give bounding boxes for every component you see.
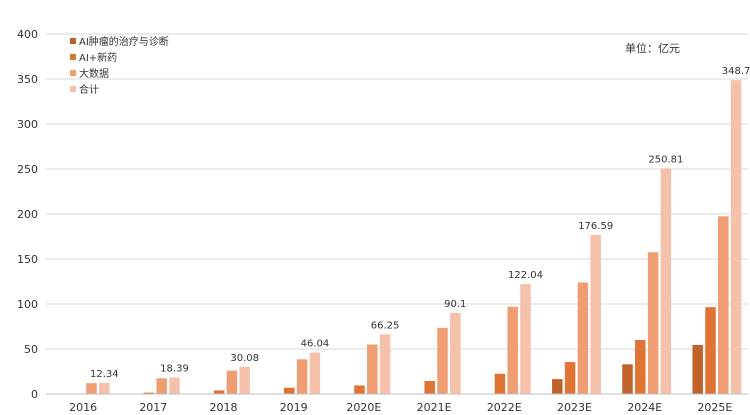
data-label: 66.25	[371, 320, 400, 331]
bar	[86, 383, 97, 394]
bar	[520, 284, 531, 394]
legend-swatch	[70, 86, 76, 92]
bar	[564, 362, 576, 394]
unit-label: 单位：亿元	[625, 41, 680, 55]
legend-label: AI+新药	[79, 51, 117, 64]
bar	[379, 334, 391, 394]
legend-label: 大数据	[79, 67, 109, 80]
bar	[296, 359, 308, 394]
x-tick-label: 2025E	[697, 401, 732, 414]
bar	[660, 168, 672, 394]
data-label: 30.08	[230, 353, 259, 364]
bar	[156, 378, 167, 394]
bar	[424, 380, 435, 394]
bar	[213, 390, 225, 394]
data-label: 46.04	[301, 339, 330, 350]
bar	[647, 252, 659, 394]
x-tick-label: 2024E	[627, 401, 662, 414]
data-label: 12.34	[90, 369, 119, 380]
bar	[552, 379, 563, 394]
x-tick-label: 2022E	[487, 401, 522, 414]
bar	[354, 385, 365, 394]
x-tick-label: 2017	[139, 401, 167, 414]
bar	[718, 216, 729, 394]
x-tick-label: 2023E	[557, 401, 592, 414]
bar	[730, 80, 742, 395]
bar	[507, 306, 518, 394]
x-tick-label: 2021E	[417, 401, 452, 414]
legend-swatch	[70, 54, 76, 60]
x-tick-label: 2016	[69, 401, 97, 414]
y-tick-label: 300	[17, 118, 38, 131]
bar	[622, 364, 633, 394]
x-tick-label: 2019	[280, 401, 308, 414]
bar	[635, 340, 646, 394]
x-axis: 2016 2017 2018 2019 2020E 2021E 2022E 2023E 2024…	[46, 393, 748, 414]
y-tick-label: 250	[17, 163, 38, 176]
bar	[169, 377, 180, 394]
data-label: 176.59	[578, 221, 613, 232]
bar	[450, 312, 461, 394]
x-tick-label: 2018	[210, 401, 238, 414]
y-tick-label: 50	[24, 343, 38, 356]
gridlines	[46, 33, 748, 350]
bar	[99, 382, 110, 394]
bar	[590, 235, 601, 394]
y-tick-label: 0	[31, 388, 38, 401]
bar	[494, 373, 506, 394]
legend-label: AI肿瘤的治疗与诊断	[79, 35, 169, 48]
bar	[143, 392, 155, 394]
bar	[239, 366, 250, 394]
legend-swatch	[70, 38, 76, 44]
y-axis: 0 50 100 150 200 250 300 350 400	[17, 28, 38, 401]
data-label: 18.39	[160, 363, 189, 374]
bar	[437, 327, 448, 394]
data-labels: 12.34 18.39 30.08 46.04 66.25 90.1 122.04 176.5…	[90, 66, 750, 380]
bar	[309, 352, 321, 394]
y-tick-label: 100	[17, 298, 38, 311]
legend-swatch	[70, 70, 76, 76]
x-tick-label: 2020E	[346, 401, 381, 414]
y-tick-label: 200	[17, 208, 38, 221]
bar	[577, 282, 589, 394]
bar	[284, 387, 295, 394]
y-tick-label: 350	[17, 73, 38, 86]
bar	[705, 307, 716, 394]
data-label: 250.81	[648, 154, 683, 165]
legend-label: 合计	[79, 83, 99, 96]
bar	[692, 344, 703, 394]
y-tick-label: 150	[17, 253, 38, 266]
data-label: 90.1	[444, 299, 466, 310]
data-label: 122.04	[508, 270, 543, 281]
y-tick-label: 400	[17, 28, 38, 41]
bars	[73, 80, 742, 395]
data-label: 348.7	[722, 66, 750, 77]
bar	[226, 370, 238, 394]
bar	[367, 344, 378, 394]
